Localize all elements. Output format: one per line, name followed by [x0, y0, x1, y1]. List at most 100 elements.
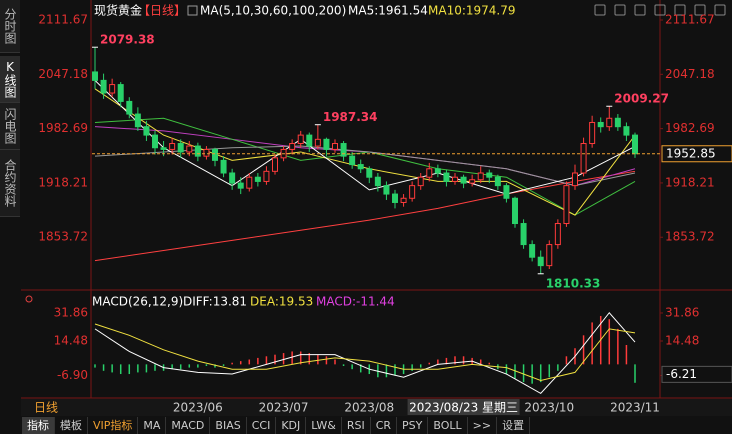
candle-body: [503, 185, 510, 199]
bottom-tab[interactable]: MA: [138, 417, 167, 434]
macd-value: MACD:-11.44: [316, 295, 395, 309]
toolbar-icon: [614, 4, 626, 16]
extreme-label: 1810.33: [546, 276, 601, 290]
candle-body: [246, 176, 253, 189]
macd-header: MACD(26,12,9): [92, 295, 183, 309]
candle-body: [614, 117, 621, 128]
candle-body: [383, 185, 390, 195]
ma-value: MA5:1961.54: [348, 4, 428, 18]
bottom-tab[interactable]: KDJ: [276, 417, 307, 434]
x-tick-label: 2023/10: [524, 401, 574, 415]
bottom-tab[interactable]: BIAS: [210, 417, 247, 434]
bottom-tab[interactable]: >>: [468, 417, 498, 434]
candle-body: [554, 223, 561, 246]
candle-body: [452, 176, 458, 182]
macd-y-tick-label: -6.90: [57, 368, 88, 382]
candle-body: [289, 143, 296, 150]
macd-marker-label: -6.21: [666, 367, 697, 381]
candle-body: [92, 71, 98, 81]
ma-line: [94, 126, 636, 187]
candle-body: [589, 121, 596, 145]
bottom-tab[interactable]: BOLL: [428, 417, 468, 434]
candle-body: [597, 121, 604, 128]
sidebar-tab[interactable]: 合约资料: [0, 150, 20, 217]
macd-y-tick-label-right: 14.48: [665, 334, 699, 348]
ma-line: [94, 170, 636, 262]
y-tick-label: 2111.67: [38, 13, 88, 27]
y-tick-label: 1982.69: [38, 121, 88, 135]
candle-body: [134, 113, 141, 128]
bottom-tab[interactable]: MACD: [166, 417, 211, 434]
extreme-label: 2079.38: [100, 33, 155, 47]
bottom-tab[interactable]: RSI: [342, 417, 371, 434]
candle-body: [263, 170, 270, 182]
last-price-label: 1952.85: [666, 146, 716, 160]
sidebar-tab[interactable]: 闪电图: [0, 103, 20, 150]
x-tick-label: 2023/08: [344, 401, 394, 415]
date-bar: [21, 399, 732, 416]
candle-body: [477, 172, 484, 181]
candle-body: [392, 193, 398, 203]
y-tick-label: 2047.18: [38, 67, 88, 81]
candle-body: [357, 164, 364, 170]
macd-icon: [25, 295, 33, 303]
candle-body: [254, 176, 261, 182]
bottom-tab[interactable]: CR: [371, 417, 398, 434]
bottom-tab[interactable]: VIP指标: [88, 417, 139, 434]
ma-line: [94, 145, 636, 187]
bottom-tab[interactable]: 模板: [55, 417, 88, 434]
candle-body: [169, 143, 176, 150]
candle-body: [486, 172, 493, 178]
bottom-tab[interactable]: CCI: [247, 417, 277, 434]
candle-body: [314, 138, 321, 147]
y-tick-label-right: 2047.18: [665, 67, 715, 81]
candle-body: [152, 134, 158, 149]
toolbar-icon: [674, 4, 686, 16]
candle-body: [203, 148, 210, 157]
toolbar-icon: [594, 4, 606, 16]
candle-body: [349, 155, 356, 166]
candle-body: [323, 138, 330, 150]
macd-line: [94, 311, 636, 395]
y-tick-label: 1853.72: [38, 230, 88, 244]
candle-body: [572, 172, 578, 187]
bottom-tab[interactable]: 设置: [497, 417, 531, 434]
toolbar-icon: [634, 4, 646, 16]
candle-body: [100, 79, 107, 94]
candle-body: [409, 185, 416, 199]
candle-body: [606, 117, 613, 128]
candle-body: [537, 256, 544, 267]
candle-body: [520, 223, 527, 246]
bottom-tab[interactable]: PSY: [397, 417, 429, 434]
candle-body: [306, 134, 313, 147]
macd-value: DEA:19.53: [250, 295, 313, 309]
candle-body: [632, 134, 638, 155]
bottom-tab[interactable]: LW&: [306, 417, 342, 434]
x-tick-label: 2023/11: [610, 401, 660, 415]
candle-body: [194, 145, 201, 157]
candle-body: [460, 176, 467, 184]
bottom-tab[interactable]: 指标: [22, 417, 55, 434]
candle-body: [220, 159, 227, 174]
extreme-label: 2009.27: [614, 92, 669, 106]
period-tab: 日线: [34, 401, 58, 415]
toolbar-icon: [694, 4, 706, 16]
sidebar-tab[interactable]: K线图: [0, 56, 20, 103]
candle-body: [546, 244, 553, 267]
macd-y-tick-label: 14.48: [54, 334, 88, 348]
macd-marker-box: [661, 365, 732, 383]
candle-body: [177, 143, 184, 153]
macd-y-tick-label: 31.86: [54, 305, 88, 319]
candle-body: [160, 147, 167, 150]
candle-body: [529, 244, 536, 258]
ma-line: [94, 80, 636, 195]
candle-body: [109, 84, 116, 94]
sidebar-tab[interactable]: 分时图: [0, 0, 20, 53]
candle-body: [186, 145, 193, 153]
candle-body: [623, 126, 630, 136]
y-tick-label-right: 1982.69: [665, 121, 715, 135]
candle-body: [229, 172, 236, 184]
y-tick-label-right: 2111.67: [665, 13, 715, 27]
